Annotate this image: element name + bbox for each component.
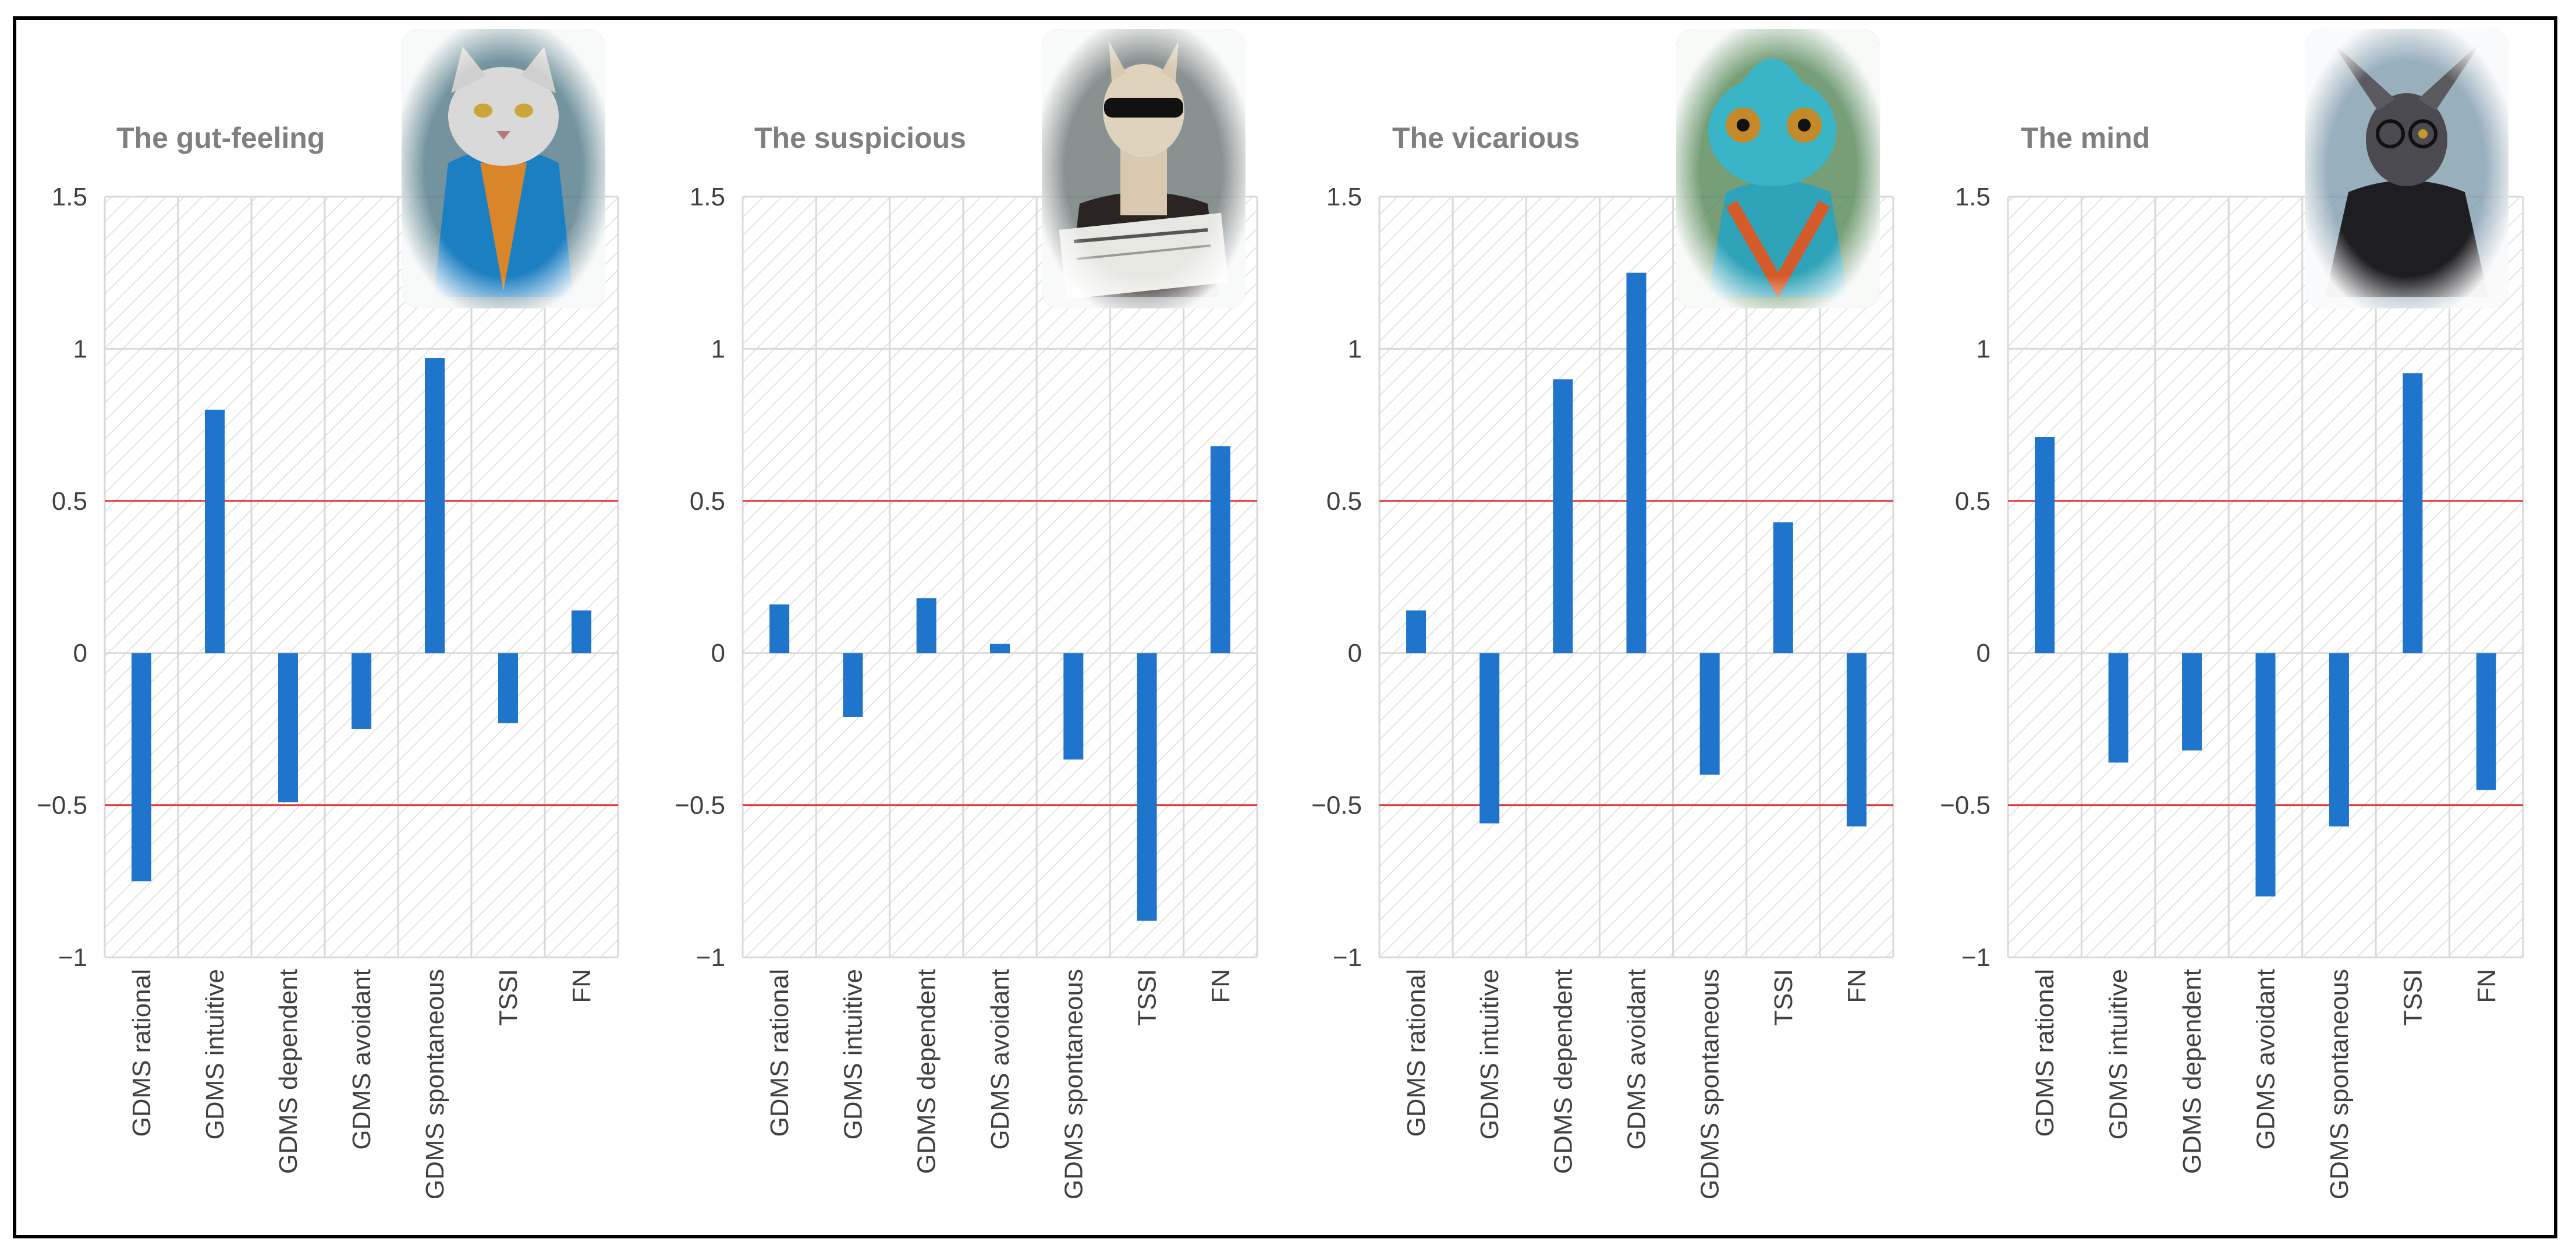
category-label: GDMS intuitive [1475,969,1504,1139]
category-label: GDMS avoidant [2252,969,2280,1150]
y-tick-label: 0 [1348,639,1362,667]
category-label: GDMS spontaneous [1696,969,1725,1199]
bar [1063,653,1084,760]
bar [498,653,518,723]
mascot-vignette [402,29,605,308]
category-label: FN [567,969,596,1003]
y-tick-label: 1 [1348,335,1362,363]
chart-title: The mind [2021,122,2150,154]
bar [352,653,371,729]
y-tick-label: −1 [696,943,725,972]
y-tick-label: 0 [711,639,725,667]
bar [1210,446,1230,654]
plot-area [105,197,618,957]
bar [1406,610,1427,654]
bar [425,358,445,654]
y-tick-label: −1 [1961,943,1990,972]
y-tick-label: −1 [58,943,87,972]
bar [1137,653,1157,921]
category-label: GDMS dependent [274,969,303,1174]
bar [572,610,591,654]
bar [205,409,225,654]
category-label: GDMS avoidant [347,969,376,1150]
chart-panel: −1 −0.5 0 0.5 1 1.5 GDMS rational GDMS intuitiv… [1940,29,2524,1199]
mascot-vignette [1676,29,1880,308]
bar [1699,653,1720,775]
category-label: GDMS avoidant [1623,969,1651,1150]
mascot-vignette [2305,29,2508,308]
y-tick-label: 1 [711,335,725,363]
y-tick-label: −1 [1333,943,1362,972]
chart-title: The vicarious [1392,122,1580,154]
category-label: GDMS dependent [2178,969,2206,1174]
category-label: TSSI [1769,969,1798,1026]
category-label: TSSI [494,969,523,1026]
y-tick-label: 0.5 [690,487,725,516]
bar [1553,379,1573,654]
category-label: TSSI [2398,969,2427,1026]
y-tick-label: −0.5 [1940,791,1990,820]
y-tick-label: 1.5 [52,183,87,211]
y-tick-label: 1.5 [690,183,725,211]
bar [1846,653,1867,827]
plot-area [743,197,1257,957]
bar [2255,653,2276,897]
y-tick-label: 0.5 [52,487,87,516]
category-label: GDMS rational [1402,969,1431,1137]
chart-title: The suspicious [754,122,966,154]
bar [1479,653,1500,823]
bar [2403,373,2423,654]
y-tick-label: −0.5 [37,791,87,820]
bar [2476,653,2496,790]
y-tick-label: 1.5 [1326,183,1362,211]
y-tick-label: 0.5 [1326,487,1362,516]
y-tick-label: −0.5 [1311,791,1362,820]
chart-panel: −1 −0.5 0 0.5 1 1.5 GDMS rational GDMS intuitiv… [675,29,1258,1199]
bar [916,598,936,654]
bar [2329,653,2349,827]
bar [2182,653,2202,751]
y-tick-label: 1.5 [1955,183,1990,211]
bar [2035,437,2055,654]
category-label: GDMS rational [2031,969,2059,1137]
bar [278,653,298,803]
y-tick-label: 0 [1977,639,1990,667]
bar [990,644,1010,654]
y-tick-label: 1 [73,335,87,363]
y-tick-label: 1 [1977,335,1990,363]
y-tick-label: −0.5 [675,791,725,820]
category-label: GDMS rational [127,969,156,1137]
bar [769,604,790,654]
category-label: GDMS avoidant [986,969,1014,1150]
bar [1626,272,1647,654]
bar [843,653,863,717]
category-label: GDMS spontaneous [421,969,449,1199]
figure-frame [13,16,2557,1238]
category-label: GDMS dependent [1549,969,1577,1174]
category-label: GDMS intuitive [201,969,229,1139]
chart-panel: −1 −0.5 0 0.5 1 1.5 GDMS rational GDMS intuitiv… [1311,29,1894,1199]
category-label: GDMS intuitive [839,969,867,1139]
category-label: FN [2472,969,2501,1003]
bar [132,653,151,882]
category-label: GDMS spontaneous [1059,969,1088,1199]
category-label: GDMS intuitive [2105,969,2133,1139]
category-label: FN [1207,969,1235,1003]
category-label: FN [1843,969,1871,1003]
y-tick-label: 0.5 [1955,487,1990,516]
bar [1773,522,1793,654]
category-label: GDMS dependent [913,969,941,1174]
mascot-vignette [1042,29,1246,308]
category-label: GDMS rational [765,969,794,1137]
chart-panel: −1 −0.5 0 0.5 1 1.5 GDMS rational GDMS intuitiv… [37,29,619,1199]
category-label: TSSI [1133,969,1162,1026]
y-tick-label: 0 [73,639,87,667]
category-label: GDMS spontaneous [2325,969,2354,1199]
bar [2108,653,2128,763]
chart-title: The gut-feeling [116,122,325,154]
